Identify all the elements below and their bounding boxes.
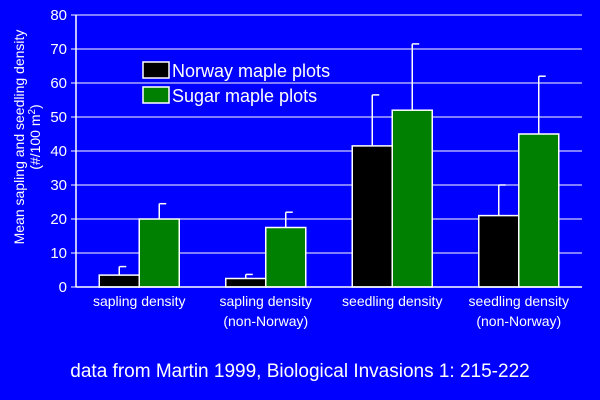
x-category-label: seedling density <box>342 293 442 309</box>
bar <box>351 145 393 288</box>
legend-label: Norway maple plots <box>172 61 330 81</box>
bar <box>265 226 307 288</box>
y-tick-label: 80 <box>50 7 67 24</box>
y-axis-title-line1: Mean sapling and seedling density <box>11 30 27 245</box>
error-bars <box>118 43 546 279</box>
x-category-label: (non-Norway) <box>223 313 308 329</box>
bar <box>98 274 140 288</box>
y-tick-label: 0 <box>59 279 67 296</box>
bar <box>138 218 180 288</box>
y-tick-label: 30 <box>50 177 67 194</box>
y-axis-ticks: 0 10 20 30 40 50 60 70 80 <box>50 7 76 296</box>
axes <box>75 15 582 288</box>
bar <box>391 109 433 288</box>
bars <box>98 109 560 288</box>
x-axis-labels: sapling density sapling density (non-Norwa… <box>93 293 569 329</box>
y-tick-label: 20 <box>50 211 67 228</box>
y-tick-label: 10 <box>50 245 67 262</box>
y-axis-unit-superscript: 2 <box>27 108 38 114</box>
legend-swatch <box>142 86 170 104</box>
x-category-label: sapling density <box>93 293 186 309</box>
y-axis-label: Mean sapling and seedling density (#/100 … <box>11 30 43 245</box>
y-tick-label: 40 <box>50 143 67 160</box>
source-caption: data from Martin 1999, Biological Invasi… <box>70 361 530 382</box>
y-tick-label: 70 <box>50 41 67 58</box>
bar <box>478 214 520 288</box>
bar <box>225 277 267 288</box>
y-axis-title-line2: (#/100 m2) <box>27 104 43 169</box>
legend: Norway maple plots Sugar maple plots <box>142 61 330 106</box>
x-category-label: (non-Norway) <box>476 313 561 329</box>
legend-swatch <box>142 61 170 79</box>
y-tick-label: 60 <box>50 75 67 92</box>
y-tick-label: 50 <box>50 109 67 126</box>
x-category-label: seedling density <box>469 293 569 309</box>
x-category-label: sapling density <box>219 293 312 309</box>
bar <box>518 133 560 288</box>
y-axis-unit-text: (#/100 m <box>27 114 43 169</box>
y-axis-unit-close: ) <box>27 104 43 109</box>
legend-label: Sugar maple plots <box>172 86 317 106</box>
